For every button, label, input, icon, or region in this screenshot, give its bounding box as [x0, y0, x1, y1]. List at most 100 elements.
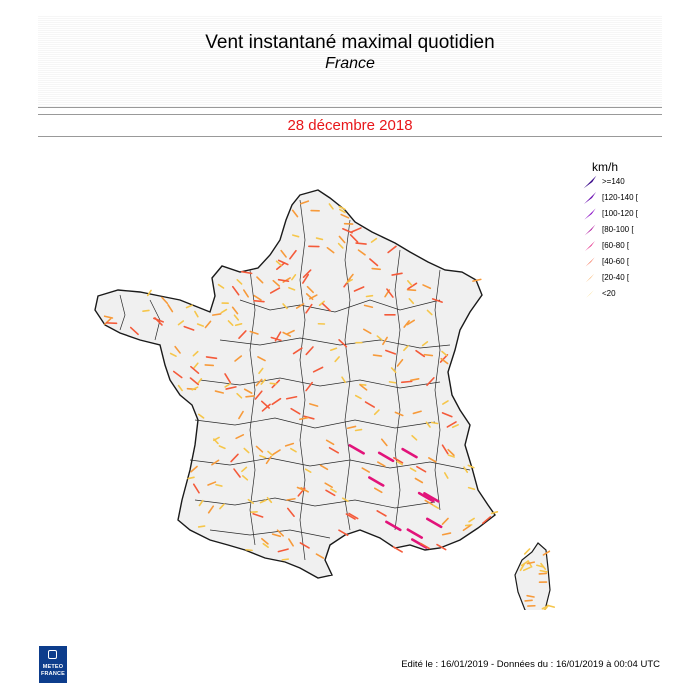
wind-arrow [256, 276, 264, 284]
wind-arrow [245, 548, 253, 552]
legend-item: [120-140 [ [576, 190, 666, 206]
date-bar: 28 décembre 2018 [38, 114, 662, 137]
wind-arrow [281, 558, 290, 561]
wind-arrow [234, 355, 243, 362]
wind-arrow [286, 507, 295, 518]
wind-arrow [269, 287, 281, 294]
wind-arrow [260, 378, 266, 385]
wind-arrow [415, 349, 426, 358]
wind-arrow [348, 444, 365, 455]
wind-arrow [266, 496, 273, 504]
wind-arrow [406, 319, 416, 326]
meteo-france-logo: METEO FRANCE [39, 646, 67, 683]
wind-arrow [207, 481, 217, 486]
wind-arrow [354, 428, 363, 432]
wind-arrow [267, 450, 274, 457]
wind-arrow [463, 466, 469, 474]
wind-arrow [346, 278, 353, 284]
legend-arrow-icon [584, 224, 596, 236]
wind-arrow [373, 409, 380, 416]
wind-arrow [526, 561, 536, 565]
wind-arrow [296, 486, 306, 492]
wind-arrow [411, 434, 418, 441]
wind-arrow [426, 309, 433, 316]
wind-arrow [302, 269, 312, 278]
wind-arrow [277, 548, 289, 553]
map-date: 28 décembre 2018 [287, 117, 413, 134]
legend-item: [20-40 [ [576, 270, 666, 286]
wind-arrow [442, 400, 449, 405]
wind-arrow [215, 483, 223, 487]
wind-arrow [302, 273, 310, 284]
title-panel: Vent instantané maximal quotidien France [38, 15, 662, 108]
wind-arrow [245, 395, 255, 398]
wind-arrow [324, 482, 333, 489]
wind-arrow [260, 400, 270, 409]
wind-arrow [524, 599, 533, 602]
legend-item: [40-60 [ [576, 254, 666, 270]
wind-arrow [169, 352, 177, 357]
wind-arrow [523, 548, 531, 555]
wind-arrow [416, 465, 427, 473]
wind-arrow [385, 349, 397, 355]
legend-label: >=140 [602, 177, 625, 186]
map-title: Vent instantané maximal quotidien [205, 32, 495, 53]
wind-arrow [424, 499, 433, 506]
wind-arrow [361, 467, 370, 473]
wind-arrow [341, 497, 349, 502]
wind-arrow [236, 392, 243, 399]
wind-arrow [249, 330, 259, 335]
wind-arrow [272, 279, 281, 287]
wind-arrow [312, 366, 324, 373]
wind-arrow [355, 242, 367, 245]
wind-arrow [394, 411, 404, 417]
wind-arrow [441, 532, 452, 536]
wind-arrow [190, 465, 198, 473]
wind-arrow [271, 397, 282, 406]
legend-label: [120-140 [ [602, 193, 639, 202]
wind-arrow [275, 260, 282, 267]
logo-line1: METEO [42, 664, 64, 670]
wind-arrow [319, 464, 329, 471]
wind-arrow [276, 262, 286, 271]
wind-arrow [337, 242, 344, 249]
wind-arrow [385, 520, 402, 532]
wind-arrow [253, 299, 265, 303]
wind-arrow [348, 512, 359, 520]
wind-arrow [259, 499, 267, 504]
wind-arrow [393, 456, 404, 464]
wind-arrow [443, 472, 449, 479]
wind-arrow [189, 377, 199, 386]
wind-arrow [204, 320, 212, 329]
wind-arrow [462, 524, 471, 532]
wind-arrow [401, 447, 418, 459]
wind-arrow [353, 286, 365, 292]
wind-arrow [277, 259, 289, 266]
wind-arrow [309, 403, 319, 407]
wind-arrow [259, 454, 267, 459]
wind-arrow [243, 289, 249, 298]
department-borders [119, 199, 471, 561]
wind-arrow [315, 553, 325, 559]
wind-arrow [468, 517, 475, 523]
wind-arrow [217, 283, 225, 289]
wind-arrow [377, 461, 386, 467]
wind-arrow [430, 421, 439, 425]
wind-arrow [328, 446, 340, 454]
wind-arrow [380, 438, 388, 447]
wind-arrow [446, 421, 457, 428]
wind-arrow [396, 358, 404, 367]
wind-arrow [255, 445, 264, 453]
wind-arrow [341, 376, 347, 384]
wind-arrow [467, 464, 475, 469]
wind-arrow [299, 200, 310, 205]
wind-map [94, 189, 556, 610]
legend-arrow-icon [583, 175, 597, 189]
wind-arrow [235, 434, 245, 440]
wind-arrow [227, 320, 234, 326]
wind-arrow [481, 516, 492, 525]
wind-arrow [432, 504, 440, 510]
wind-arrow [421, 341, 429, 347]
wind-arrow [447, 454, 456, 458]
wind-arrow [299, 416, 309, 421]
